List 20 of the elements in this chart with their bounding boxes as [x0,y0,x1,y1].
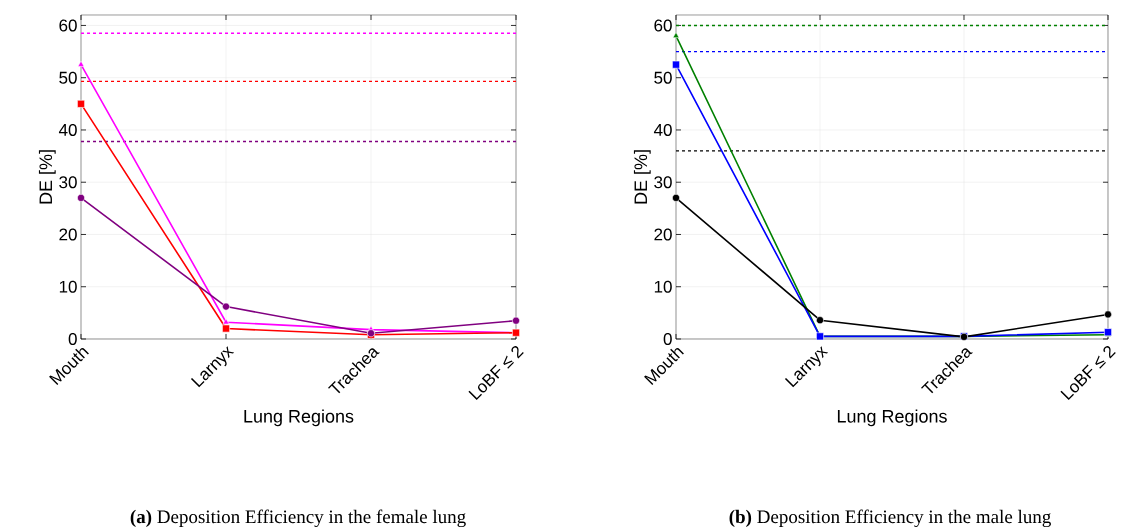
text: (b) Deposition Efficiency in the male lung [729,509,1051,528]
y-tick-label: 60 [654,19,672,32]
y-tick-label: 40 [653,123,672,136]
y-tick-label: 20 [654,228,672,241]
y-tick-label: 0 [663,332,672,346]
text: (a) Deposition Efficiency in the female lung [130,509,466,528]
y-tick-label: 30 [654,176,672,189]
y-tick-label: 10 [59,280,77,293]
y-tick-label: 50 [654,71,672,84]
x-axis-title: Lung Regions [837,409,947,427]
y-tick-label: 10 [654,280,672,293]
x-axis-title: Lung Regions [244,409,354,427]
y-tick-label: 0 [68,332,77,346]
y-axis-title: DE [%] [38,150,56,204]
y-axis-title: DE [%] [633,150,651,204]
y-tick-label: 50 [59,71,77,84]
y-tick-label: 30 [59,176,77,189]
y-tick-label: 40 [58,123,77,136]
y-tick-label: 60 [59,19,77,32]
y-tick-label: 20 [59,228,77,241]
